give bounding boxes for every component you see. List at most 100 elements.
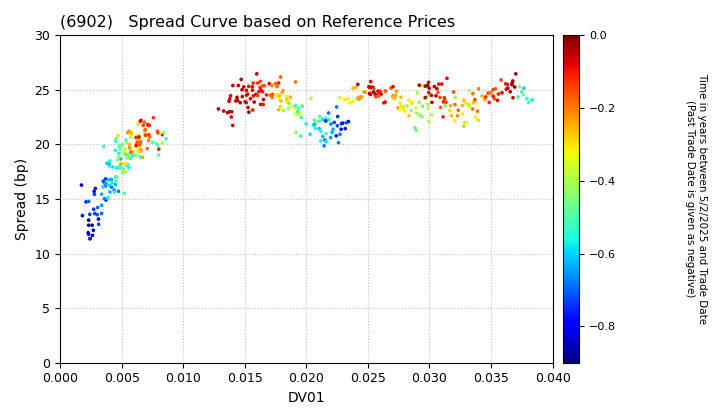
Point [122,152,134,159]
Point [114,155,126,162]
Point [523,99,534,106]
Point [319,136,330,143]
Point [131,144,143,150]
Point [433,81,444,87]
Point [323,116,334,123]
Point [446,112,457,119]
Point [84,235,96,242]
Point [325,121,337,127]
Point [320,118,332,124]
Point [435,104,446,111]
Point [112,157,123,163]
Point [96,191,107,198]
Point [110,178,122,184]
Point [255,101,266,108]
Point [82,229,94,236]
Text: (6902)   Spread Curve based on Reference Prices: (6902) Spread Curve based on Reference P… [60,15,455,30]
Point [500,81,512,87]
Point [395,100,406,106]
Point [496,89,508,96]
Point [463,101,474,108]
Point [272,92,284,98]
Point [104,163,115,169]
Point [266,82,278,89]
Point [127,152,138,159]
Point [120,146,131,153]
Point [114,146,126,152]
Point [97,184,109,190]
Point [120,151,131,158]
Point [122,129,133,136]
Point [106,176,117,183]
Point [109,147,121,154]
Point [247,87,258,94]
Point [514,83,526,90]
Point [113,150,125,157]
Point [84,211,96,218]
Point [461,120,472,126]
Point [114,142,125,149]
Point [418,82,429,89]
Point [480,94,492,100]
Point [365,91,377,98]
Point [115,161,127,168]
Point [111,174,122,181]
Point [116,165,127,172]
Point [289,104,300,111]
Point [89,210,101,217]
Point [356,93,367,100]
Point [233,82,244,89]
Point [356,94,367,101]
Point [277,87,289,94]
Point [261,92,272,98]
Point [112,132,124,139]
Point [325,134,336,141]
Point [473,85,485,92]
Point [121,151,132,158]
Point [368,86,379,92]
Point [401,102,413,109]
Point [438,98,449,105]
Point [235,76,247,83]
Point [230,97,242,104]
Point [91,211,103,218]
Point [456,110,468,117]
Y-axis label: Spread (bp): Spread (bp) [15,158,29,240]
Point [274,96,286,103]
Point [410,105,422,112]
Point [431,85,443,92]
Point [403,113,415,119]
Point [432,89,444,96]
Point [320,115,332,121]
Point [110,173,122,180]
Point [375,91,387,97]
Point [236,87,248,93]
Point [485,89,497,96]
Point [128,148,140,155]
Point [120,137,132,144]
Point [336,121,347,127]
Point [109,181,121,188]
Point [248,92,259,99]
Point [103,160,114,167]
Point [315,128,327,134]
Point [318,142,330,149]
Point [282,105,294,112]
Point [273,106,284,113]
Point [369,91,381,97]
Point [340,96,351,103]
Point [428,83,440,90]
Point [109,187,120,194]
Point [312,118,323,125]
Point [507,94,518,101]
Point [305,131,316,138]
Point [502,81,513,88]
Point [452,113,464,119]
Point [464,87,475,94]
Point [309,121,320,128]
Point [144,134,156,140]
Point [449,117,460,124]
Point [152,129,163,136]
Point [477,93,488,100]
Point [374,88,386,95]
